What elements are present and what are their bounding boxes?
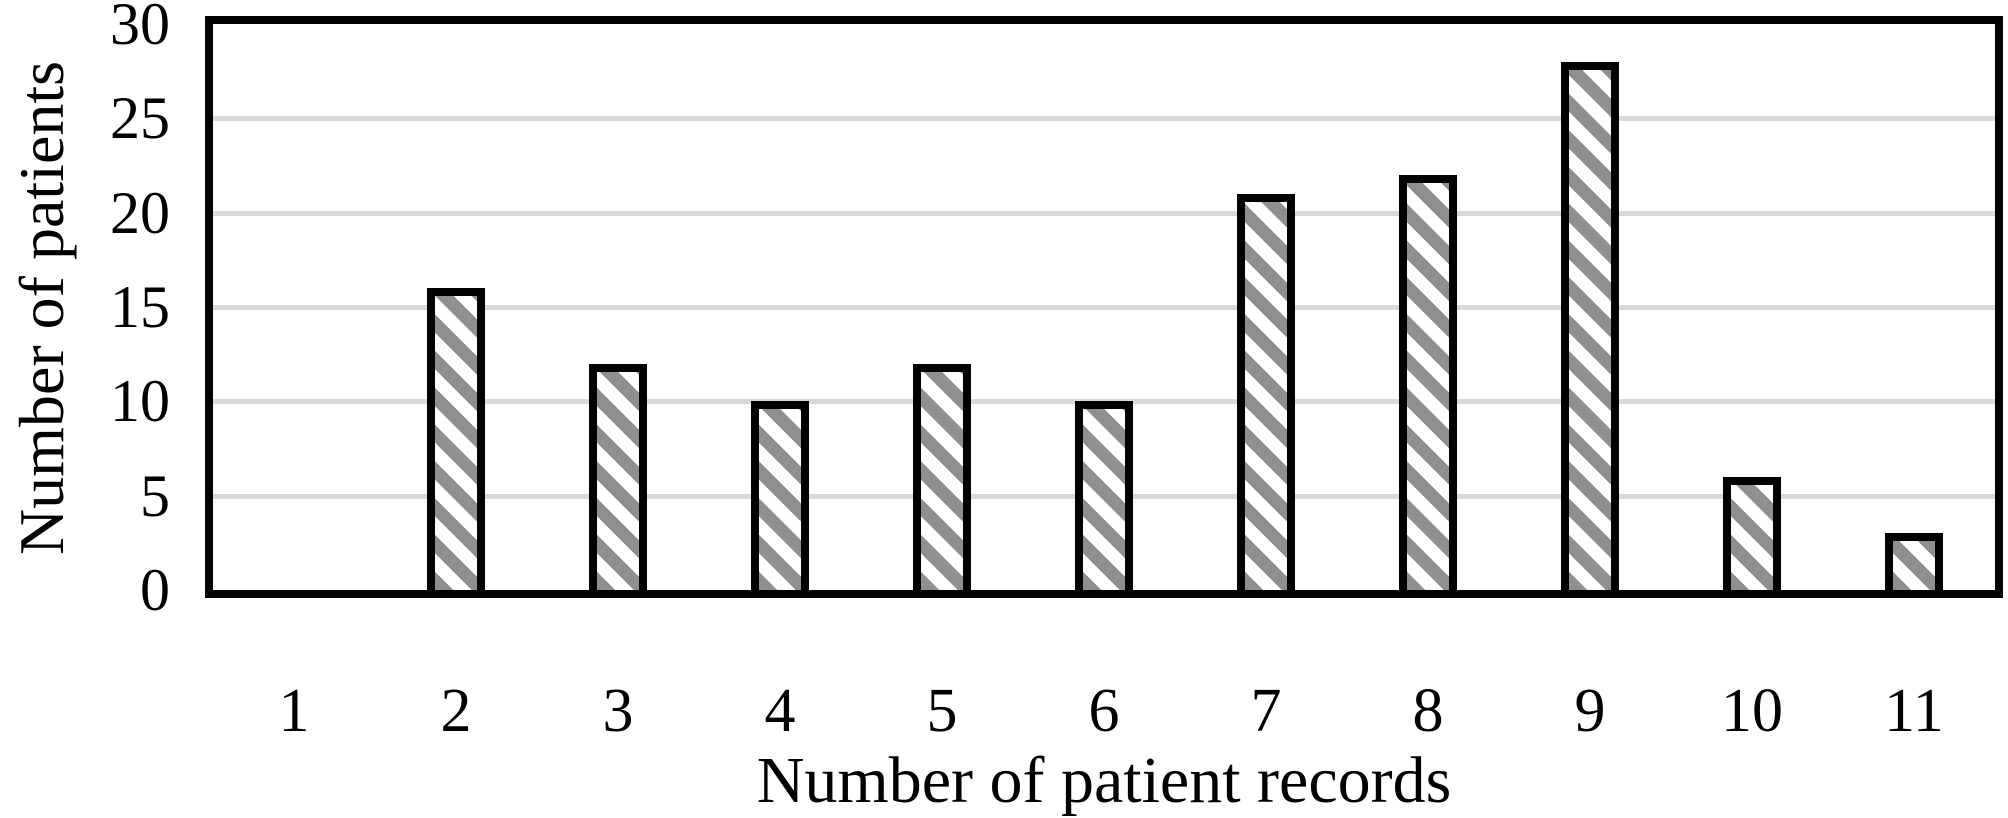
x-tick-label: 8 — [1412, 677, 1444, 745]
x-tick-label: 11 — [1884, 677, 1944, 745]
y-tick-label: 5 — [140, 462, 170, 529]
bar — [751, 401, 809, 590]
x-tick-label: 1 — [278, 677, 310, 745]
bar — [1561, 61, 1619, 590]
x-tick-label: 10 — [1721, 677, 1783, 745]
y-tick-label: 10 — [110, 368, 170, 435]
x-tick-label: 4 — [764, 677, 796, 745]
y-tick-label: 25 — [110, 85, 170, 152]
bar — [1723, 476, 1781, 590]
bar — [1885, 533, 1943, 590]
x-tick-label: 3 — [602, 677, 634, 745]
x-tick-label: 2 — [440, 677, 472, 745]
plot-area — [205, 16, 2003, 598]
y-tick-label: 15 — [110, 274, 170, 340]
x-tick-label: 9 — [1574, 677, 1606, 745]
x-tick-label: 7 — [1250, 677, 1282, 745]
gridline — [213, 210, 1995, 216]
y-tick-label: 30 — [110, 0, 170, 57]
x-tick-label: 5 — [926, 677, 958, 745]
x-axis-title: Number of patient records — [756, 744, 1452, 817]
y-tick-label: 0 — [140, 557, 170, 623]
bar — [1075, 401, 1133, 590]
bar — [589, 363, 647, 590]
gridline — [213, 116, 1995, 122]
bar — [427, 288, 485, 590]
x-tick-label: 6 — [1088, 677, 1120, 745]
bar — [913, 363, 971, 590]
bar — [1399, 174, 1457, 590]
y-tick-label: 20 — [110, 179, 170, 246]
bar — [1237, 193, 1295, 590]
